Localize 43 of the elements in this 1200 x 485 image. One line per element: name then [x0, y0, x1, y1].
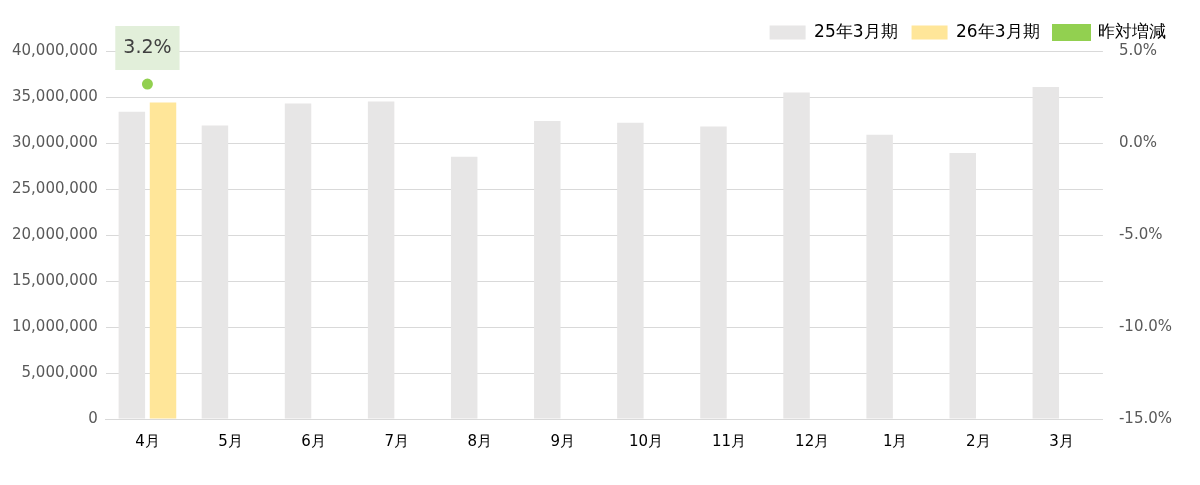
y2-tick-label: -15.0%: [1118, 408, 1173, 427]
bar: [617, 122, 644, 419]
y-tick-label: 40,000,000: [11, 40, 98, 59]
bar: [284, 103, 312, 419]
y2-tick-label: -10.0%: [1118, 316, 1173, 335]
bar: [149, 102, 177, 419]
bar: [1032, 86, 1060, 419]
y-tick-label: 10,000,000: [11, 316, 98, 335]
bar: [783, 92, 810, 419]
bar: [534, 120, 561, 419]
x-tick-label: 2月: [966, 431, 991, 450]
legend-label: 25年3月期: [814, 20, 898, 41]
x-tick-label: 4月: [135, 431, 160, 450]
x-tick-label: 9月: [550, 431, 576, 450]
x-tick-label: 8月: [467, 431, 493, 450]
x-tick-label: 12月: [795, 431, 830, 450]
legend-label: 昨対増減: [1098, 20, 1166, 41]
y-tick-label: 0: [88, 408, 98, 427]
y-tick-label: 5,000,000: [21, 362, 98, 381]
bar: [866, 134, 893, 419]
x-tick-label: 10月: [628, 431, 663, 450]
bar: [367, 101, 395, 419]
bar: [450, 156, 478, 419]
bar: [700, 126, 727, 419]
y-tick-label: 35,000,000: [11, 86, 98, 105]
x-tick-label: 11月: [711, 431, 747, 450]
y-tick-label: 15,000,000: [11, 270, 98, 289]
bar: [949, 153, 976, 419]
x-tick-label: 3月: [1049, 431, 1074, 450]
y2-tick-label: -5.0%: [1118, 224, 1163, 243]
x-tick-label: 1月: [882, 431, 908, 450]
x-tick-label: 6月: [301, 431, 326, 450]
y-tick-label: 30,000,000: [11, 132, 98, 151]
legend-label: 26年3月期: [956, 20, 1040, 41]
y2-tick-label: 0.0%: [1118, 132, 1158, 151]
y-tick-label: 20,000,000: [11, 224, 98, 243]
bar: [118, 111, 146, 419]
x-tick-label: 5月: [218, 431, 243, 450]
y2-tick-label: 5.0%: [1118, 40, 1158, 59]
data-label: 3.2%: [123, 35, 172, 58]
y-tick-label: 25,000,000: [11, 178, 98, 197]
bar: [201, 125, 229, 419]
x-tick-label: 7月: [384, 431, 409, 450]
